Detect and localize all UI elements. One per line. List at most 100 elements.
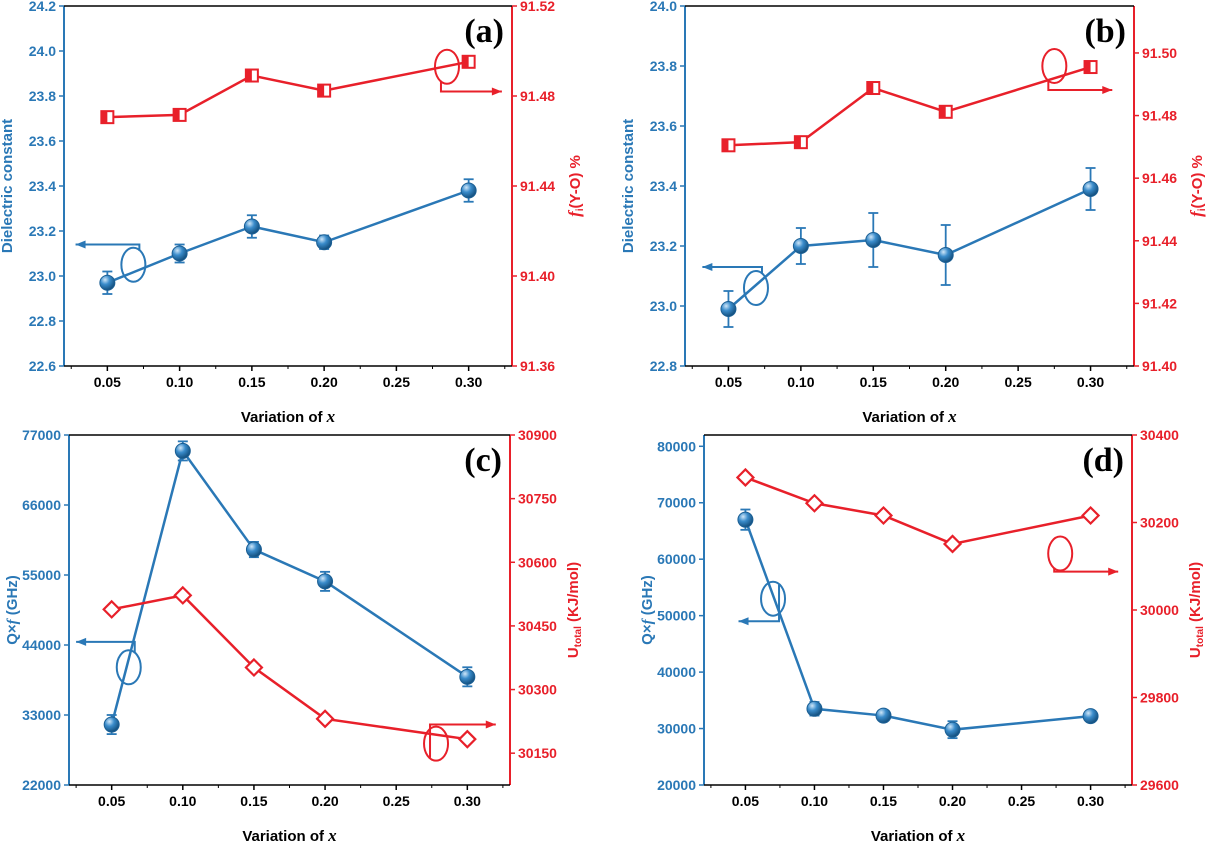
data-point	[737, 511, 754, 528]
left-axis-label: Q×f (GHz)	[639, 575, 656, 645]
panel-label: (c)	[464, 442, 502, 479]
left-tick-label: 23.4	[650, 178, 677, 194]
left-axis-label: Dielectric constant	[620, 119, 637, 253]
left-tick-label: 23.8	[29, 88, 56, 104]
x-tick-label: 0.30	[455, 374, 482, 390]
data-point	[244, 657, 264, 678]
x-tick-label: 0.05	[98, 793, 125, 809]
data-point-fill	[462, 55, 469, 68]
data-point	[315, 709, 335, 729]
right-tick-label: 91.46	[1142, 170, 1177, 186]
data-point	[875, 707, 892, 724]
pointer-ellipse	[433, 48, 460, 85]
data-point	[735, 467, 755, 487]
left-tick-label: 22000	[22, 777, 61, 793]
data-point	[174, 442, 191, 459]
x-tick-label: 0.20	[311, 793, 338, 809]
pointer-arrowhead	[738, 617, 749, 626]
left-tick-label: 22.6	[29, 358, 56, 374]
right-tick-label: 91.40	[520, 268, 555, 284]
x-tick-label: 0.15	[240, 793, 267, 809]
right-axis-label: Utotal (KJ/mol)	[1187, 562, 1206, 658]
data-point-fill	[867, 82, 874, 95]
series-line-1	[107, 60, 469, 119]
x-axis-label: Variation of x	[241, 407, 336, 426]
left-tick-label: 23.6	[29, 133, 56, 149]
left-tick-label: 24.2	[29, 0, 56, 14]
right-tick-label: 30000	[1140, 602, 1179, 618]
pointer-ellipse	[760, 580, 787, 617]
pointer-arrowhead	[485, 720, 496, 729]
right-tick-label: 91.48	[520, 88, 555, 104]
pointer-arrow-line	[738, 584, 781, 623]
x-tick-label: 0.25	[383, 793, 410, 809]
series-line-1	[744, 476, 1091, 546]
x-tick-label: 0.20	[311, 374, 338, 390]
data-point-fill	[939, 105, 946, 118]
left-tick-label: 23.4	[29, 178, 56, 194]
left-tick-label: 30000	[657, 721, 696, 737]
pointer-arrowhead	[1108, 567, 1119, 576]
data-point	[937, 247, 954, 263]
left-tick-label: 24.0	[650, 0, 677, 14]
left-tick-label: 40000	[657, 664, 696, 680]
right-tick-label: 91.44	[1142, 233, 1177, 249]
left-tick-label: 44000	[22, 637, 61, 653]
right-tick-label: 91.40	[1142, 358, 1177, 374]
pointer-ellipse	[115, 649, 142, 686]
left-tick-label: 70000	[657, 495, 696, 511]
right-tick-label: 30150	[518, 745, 557, 761]
left-tick-label: 55000	[22, 567, 61, 583]
left-tick-label: 66000	[22, 497, 61, 513]
right-axis-label: fi(Y-O) %	[565, 155, 586, 217]
data-point	[317, 573, 334, 590]
data-point	[99, 274, 116, 291]
data-point	[245, 541, 262, 558]
x-tick-label: 0.05	[732, 793, 759, 809]
left-axis-label: Dielectric constant	[0, 119, 16, 253]
pointer-ellipse	[742, 270, 769, 306]
x-tick-label: 0.10	[787, 374, 814, 390]
panel-b: 0.05 0.10 0.15 0.20 0.25 0.30 Variation of x 22…	[620, 0, 1208, 426]
right-tick-label: 91.44	[520, 178, 555, 194]
x-tick-label: 0.25	[1008, 793, 1035, 809]
data-point	[873, 505, 894, 526]
x-tick-label: 0.15	[870, 793, 897, 809]
data-point-fill	[318, 84, 325, 97]
pointer-ellipse	[1047, 535, 1074, 572]
right-tick-label: 29800	[1140, 690, 1179, 706]
pointer-arrowhead	[76, 637, 87, 646]
data-point	[1082, 708, 1099, 725]
left-tick-label: 23.2	[29, 223, 56, 239]
x-tick-label: 0.25	[383, 374, 410, 390]
x-tick-label: 0.10	[169, 793, 196, 809]
panel-a: 0.05 0.10 0.15 0.20 0.25 0.30 Variation of x 22…	[0, 0, 586, 426]
panel-label: (a)	[464, 13, 504, 50]
pointer-arrowhead	[1102, 86, 1113, 94]
series-line-0	[744, 519, 1091, 731]
data-point	[171, 245, 188, 262]
data-point	[865, 232, 882, 248]
x-tick-label: 0.05	[94, 374, 121, 390]
left-tick-label: 33000	[22, 707, 61, 723]
x-tick-label: 0.10	[801, 793, 828, 809]
x-axis-label: Variation of x	[242, 826, 337, 841]
data-point-fill	[722, 139, 729, 152]
right-tick-label: 91.48	[1142, 108, 1177, 124]
right-tick-label: 91.52	[520, 0, 555, 14]
data-point	[1081, 505, 1101, 526]
right-axis-label: fi(Y-O) %	[1187, 155, 1208, 217]
series-line-0	[110, 448, 469, 725]
data-point	[804, 493, 825, 513]
data-point-fill	[245, 69, 252, 82]
left-tick-label: 23.0	[29, 268, 56, 284]
pointer-arrow-line	[429, 723, 496, 758]
x-tick-label: 0.20	[939, 793, 966, 809]
panel-c: 0.05 0.10 0.15 0.20 0.25 0.30 Variation of x 22…	[4, 427, 584, 841]
x-tick-label: 0.30	[1077, 793, 1104, 809]
data-point	[720, 301, 737, 317]
right-tick-label: 91.36	[520, 358, 555, 374]
panel-label: (b)	[1084, 13, 1126, 50]
data-point	[944, 721, 961, 738]
right-tick-label: 29600	[1140, 777, 1179, 793]
